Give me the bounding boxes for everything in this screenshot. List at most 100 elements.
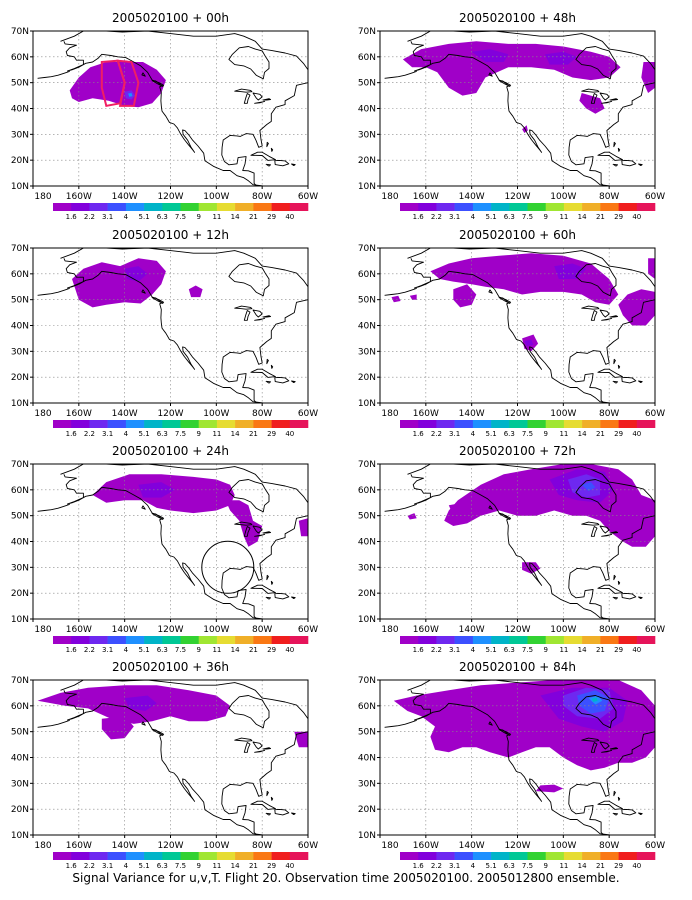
- x-tick-label: 180: [34, 625, 51, 635]
- map-panel: 2005020100 + 84h 180 160W 140W 120W 100W 80W 60…: [358, 660, 665, 870]
- colorbar-label: 6.3: [504, 862, 515, 870]
- x-tick-label: 140W: [112, 841, 138, 851]
- colorbar-swatch: [289, 636, 309, 644]
- colorbar-swatch: [53, 203, 72, 211]
- variance-region: [294, 731, 308, 748]
- variance-region: [407, 513, 417, 520]
- x-tick-label: 160W: [66, 841, 92, 851]
- variance-region: [188, 285, 203, 298]
- y-tick-label: 50N: [11, 728, 29, 738]
- colorbar-label: 2.2: [84, 646, 95, 654]
- colorbar-label: 2.2: [84, 213, 95, 221]
- colorbar-label: 1.6: [66, 646, 78, 654]
- y-tick-label: 50N: [358, 728, 376, 738]
- x-tick-label: 60W: [298, 841, 318, 851]
- colorbar-label: 2.2: [84, 430, 95, 438]
- colorbar-swatch: [400, 636, 419, 644]
- y-tick-label: 20N: [358, 156, 376, 166]
- x-tick-label: 140W: [112, 192, 138, 202]
- x-tick-label: 60W: [645, 192, 665, 202]
- colorbar-swatch: [472, 636, 492, 644]
- panel-title: 2005020100 + 84h: [459, 660, 576, 674]
- colorbar-swatch: [289, 203, 309, 211]
- colorbar-swatch: [400, 420, 419, 428]
- colorbar-swatch: [198, 420, 218, 428]
- variance-region: [535, 784, 564, 793]
- colorbar-label: 11: [212, 430, 221, 438]
- colorbar-label: 5.1: [486, 646, 497, 654]
- x-tick-label: 120W: [504, 841, 530, 851]
- colorbar-label: 6.3: [504, 646, 515, 654]
- colorbar-label: 21: [596, 862, 605, 870]
- colorbar-swatch: [509, 203, 528, 211]
- x-tick-label: 100W: [203, 192, 229, 202]
- colorbar-label: 1.6: [413, 862, 425, 870]
- colorbar-label: 2.2: [84, 862, 95, 870]
- colorbar-label: 7.5: [522, 213, 533, 221]
- colorbar-swatch: [253, 636, 272, 644]
- map-panel: 2005020100 + 48h 180 160W 140W 120W 100W 80W 60…: [358, 11, 665, 221]
- y-tick-label: 40N: [11, 322, 29, 332]
- x-tick-label: 120W: [157, 841, 183, 851]
- y-tick-label: 20N: [11, 589, 29, 599]
- colorbar-swatch: [162, 852, 181, 860]
- y-tick-label: 10N: [11, 182, 29, 192]
- colorbar-label: 2.2: [431, 430, 442, 438]
- x-tick-label: 160W: [413, 625, 439, 635]
- colorbar-label: 2.2: [431, 862, 442, 870]
- y-tick-label: 30N: [11, 563, 29, 573]
- colorbar-label: 3.1: [449, 862, 460, 870]
- colorbar-swatch: [618, 852, 638, 860]
- colorbar-swatch: [545, 636, 565, 644]
- x-tick-label: 80W: [252, 192, 272, 202]
- y-tick-label: 50N: [11, 512, 29, 522]
- colorbar-swatch: [271, 636, 291, 644]
- y-tick-label: 70N: [358, 244, 376, 254]
- x-tick-label: 100W: [203, 625, 229, 635]
- variance-region: [138, 482, 176, 498]
- colorbar-swatch: [509, 636, 528, 644]
- y-tick-label: 60N: [11, 702, 29, 712]
- x-tick-label: 100W: [550, 409, 576, 419]
- x-tick-label: 140W: [459, 625, 485, 635]
- colorbar-swatch: [71, 636, 90, 644]
- colorbar-label: 6.3: [504, 213, 515, 221]
- colorbar-swatch: [563, 852, 583, 860]
- variance-region: [592, 697, 598, 702]
- colorbar-swatch: [53, 420, 72, 428]
- colorbar-swatch: [582, 852, 601, 860]
- colorbar-swatch: [89, 636, 108, 644]
- map-panel: 2005020100 + 72h 180 160W 140W 120W 100W 80W 60…: [358, 444, 665, 654]
- coastline: [384, 464, 655, 619]
- coastline: [384, 680, 655, 835]
- colorbar-swatch: [216, 420, 236, 428]
- colorbar-label: 11: [212, 213, 221, 221]
- panel-title: 2005020100 + 48h: [459, 11, 576, 25]
- colorbar-swatch: [545, 420, 565, 428]
- x-tick-label: 100W: [203, 409, 229, 419]
- colorbar-label: 14: [231, 213, 240, 221]
- colorbar-swatch: [509, 420, 528, 428]
- colorbar-label: 11: [559, 862, 568, 870]
- x-tick-label: 140W: [459, 192, 485, 202]
- map-panel: 2005020100 + 00h 180 160W 140W 120W 100W 80W 60…: [11, 11, 318, 221]
- colorbar-label: 6.3: [157, 862, 168, 870]
- colorbar-label: 40: [285, 430, 294, 438]
- colorbar-label: 4: [124, 646, 129, 654]
- colorbar-swatch: [253, 203, 272, 211]
- colorbar-label: 14: [578, 862, 587, 870]
- colorbar-label: 9: [196, 646, 200, 654]
- colorbar-swatch: [418, 203, 437, 211]
- variance-region: [298, 518, 308, 537]
- x-tick-label: 160W: [413, 192, 439, 202]
- colorbar-label: 4: [471, 213, 476, 221]
- coastline: [384, 31, 655, 186]
- colorbar-swatch: [618, 203, 638, 211]
- colorbar-label: 5.1: [486, 862, 497, 870]
- colorbar-swatch: [144, 203, 163, 211]
- colorbar-swatch: [563, 636, 583, 644]
- colorbar-swatch: [216, 203, 236, 211]
- colorbar-label: 40: [632, 213, 641, 221]
- colorbar-label: 5.1: [486, 213, 497, 221]
